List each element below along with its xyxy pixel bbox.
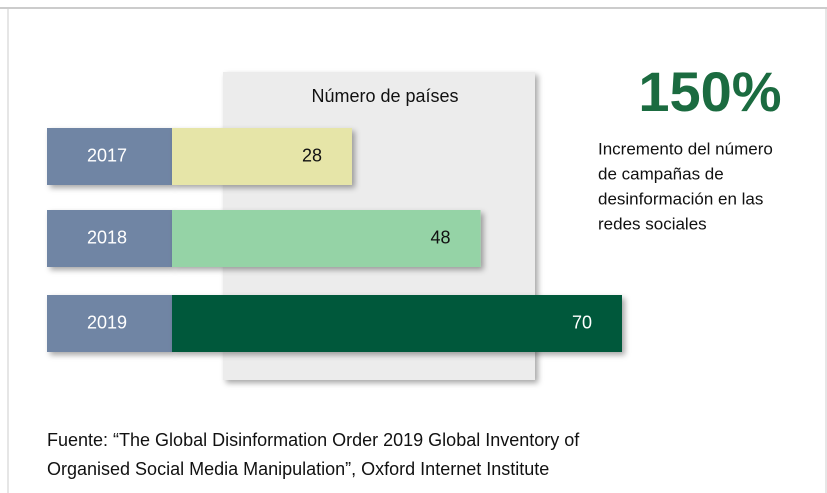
category-box [47,128,172,185]
highlight-text: Incremento del número de campañas de desin… [598,139,773,233]
category-label: 2019 [87,312,127,332]
bar [172,295,622,352]
subtitle: Número de países [311,86,458,106]
bars: 2017 28 2018 48 2019 70 [47,128,622,352]
source: Fuente: “The Global Disinformation Order… [47,430,580,479]
highlight-line: de campañas de [598,164,724,183]
highlight-line: redes sociales [598,214,707,233]
source-line: Fuente: “The Global Disinformation Order… [47,430,580,450]
value-label: 48 [431,227,451,247]
category-box [47,295,172,352]
value-label: 70 [572,312,592,332]
category-label: 2017 [87,145,127,165]
bar [172,210,481,267]
value-label: 28 [302,145,322,165]
source-line: Organised Social Media Manipulation”, Ox… [47,459,549,479]
category-label: 2018 [87,227,127,247]
highlight-line: Incremento del número [598,139,773,158]
highlight: 150% [638,60,781,123]
highlight-line: desinformación en las [598,189,763,208]
category-box [47,210,172,267]
bar [172,128,352,185]
